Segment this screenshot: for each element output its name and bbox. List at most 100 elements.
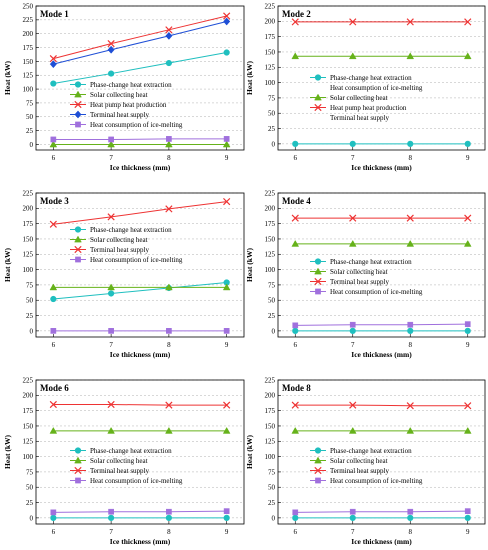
data-point [50,295,57,303]
plot-area [36,380,244,524]
legend-label: Heat consumption of ice-melting [90,121,183,129]
data-point [463,52,472,60]
legend-entry: Solar collecting heat [70,235,148,244]
data-point [165,205,173,213]
y-tick-label: 100 [265,79,276,87]
legend: Phase-change heat extraction Solar collec… [70,81,183,129]
legend-marker [74,466,82,475]
data-point [406,52,415,60]
x-tick-label: 8 [167,154,171,162]
x-tick-label: 9 [466,154,470,162]
legend-marker [74,100,82,109]
legend-entry: Terminal heat supply [70,245,149,254]
data-point [291,52,300,60]
data-point [291,214,299,222]
data-point [107,40,115,48]
x-tick-label: 9 [225,341,229,349]
data-point [406,402,414,410]
legend-label: Heat consumption of ice-melting [330,84,423,92]
series-heat-pump-heat-production [291,18,472,26]
data-point [291,426,300,434]
legend-label: Phase-change heat extraction [330,74,412,82]
data-point [223,328,230,334]
data-point [107,45,115,54]
x-tick-label: 8 [409,341,413,349]
data-point [165,140,173,148]
data-point [50,509,57,516]
data-point [49,426,58,434]
data-point [407,321,414,328]
data-point [348,52,357,60]
data-point [107,213,115,221]
data-point [406,239,415,247]
y-axis-label: Heat (kW) [245,61,254,95]
x-axis-label: Ice thickness (mm) [110,350,171,359]
data-point [223,17,231,26]
plot-area [36,6,244,150]
legend-entry: Phase-change heat extraction [310,258,412,266]
y-tick-label: 75 [268,468,276,476]
y-tick-label: 175 [265,407,276,415]
y-tick-label: 50 [26,297,34,305]
data-point [223,514,230,521]
legend-entry: Phase-change heat extraction [310,447,412,455]
data-point [108,514,115,521]
data-point [349,18,357,26]
y-tick-label: 75 [268,94,276,102]
series-terminal-heat-supply [291,401,472,410]
legend-marker [74,81,82,88]
data-point [49,60,57,69]
legend-label: Heat pump heat production [330,104,407,112]
series-line [295,510,468,513]
y-tick-label: 25 [26,312,34,320]
legend-label: Heat consumption of ice-melting [90,256,183,264]
x-tick-label: 6 [52,528,56,536]
data-point [349,327,356,334]
data-point [349,140,356,147]
y-tick-label: 150 [23,422,34,430]
data-point [407,327,414,334]
legend-label: Solar collecting heat [330,457,388,465]
y-tick-label: 100 [265,266,276,274]
legend-label: Terminal heat supply [330,467,389,475]
legend-label: Phase-change heat extraction [330,258,412,266]
y-tick-label: 25 [26,127,34,135]
series-solar-collecting-heat [49,426,231,434]
data-point [50,80,57,87]
data-point [292,514,299,521]
data-point [349,214,357,222]
data-point [291,239,300,247]
y-tick-label: 100 [23,85,34,93]
legend-label: Solar collecting heat [330,94,388,102]
legend-label: Terminal heat supply [330,278,389,286]
y-tick-label: 50 [268,484,276,492]
data-point [464,327,471,334]
data-point [108,508,114,515]
series-solar-collecting-heat [291,239,472,247]
data-point [464,18,472,26]
x-tick-label: 6 [294,154,298,162]
data-point [50,328,57,334]
x-axis-label: Ice thickness (mm) [110,537,171,546]
y-tick-label: 225 [23,16,34,24]
mode-label: Mode 8 [282,383,311,393]
legend: Phase-change heat extraction Heat consump… [310,74,423,122]
data-point [107,140,115,148]
data-point [165,31,173,40]
legend-marker [74,226,82,233]
data-point [463,239,472,247]
series-phase-change-heat-extraction [292,514,471,521]
series-solar-collecting-heat [49,140,231,148]
y-tick-label: 225 [265,376,276,384]
chart-panel-mode-1: 0 25 50 75 100 125 150 175 200 225 250 6 7 8 9 Ice thic… [3,2,245,172]
data-point [107,400,115,409]
series-terminal-heat-supply [49,400,231,409]
series-line [53,201,227,225]
y-tick-label: 175 [23,407,34,415]
y-tick-label: 25 [26,499,34,507]
y-tick-label: 25 [268,125,276,133]
legend-marker [315,288,321,295]
series-line [53,138,227,140]
x-tick-label: 7 [109,528,113,536]
